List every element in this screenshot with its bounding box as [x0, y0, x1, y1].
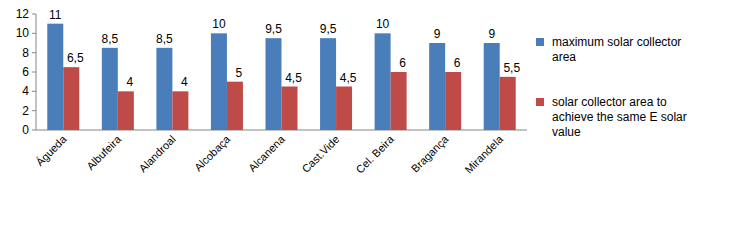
bar	[320, 38, 336, 130]
y-tick-label: 6	[22, 65, 29, 79]
x-tick-label: Cel. Beira	[353, 132, 396, 175]
legend-line: value	[552, 125, 581, 139]
legend-label: solar collector area toachieve the same …	[552, 95, 687, 139]
y-tick-label: 0	[22, 123, 29, 137]
bar	[391, 72, 407, 130]
data-label: 6,5	[67, 51, 84, 65]
y-tick	[32, 14, 36, 15]
bar	[484, 43, 500, 130]
x-tick-label: Cast.Vide	[299, 133, 341, 175]
bar	[336, 87, 352, 131]
x-tick-label: Águeda	[33, 132, 69, 168]
data-label: 5,5	[503, 61, 520, 75]
bar	[227, 82, 243, 130]
y-tick-label: 4	[22, 84, 29, 98]
bar	[211, 33, 227, 130]
bar	[63, 67, 79, 130]
bar	[282, 87, 298, 131]
legend-swatch	[536, 98, 544, 106]
x-tick-label: Mirandela	[462, 132, 505, 175]
data-label: 9,5	[265, 22, 282, 36]
data-label: 4	[126, 75, 133, 89]
data-label: 8,5	[101, 32, 118, 46]
data-label: 4,5	[340, 71, 357, 85]
bar	[156, 48, 172, 130]
bar	[375, 33, 391, 130]
bar	[47, 24, 63, 130]
legend-line: area	[552, 50, 576, 64]
y-tick-label: 8	[22, 46, 29, 60]
data-label: 9,5	[320, 22, 337, 36]
legend-line: maximum solar collector	[552, 35, 681, 49]
data-label: 8,5	[156, 32, 173, 46]
y-tick	[32, 110, 36, 111]
y-tick	[32, 52, 36, 53]
bar	[118, 91, 134, 130]
y-tick-label: 2	[22, 104, 29, 118]
x-tick-label: Alandroal	[136, 133, 177, 174]
legend-label: maximum solar collectorarea	[552, 35, 681, 64]
legend-swatch	[536, 38, 544, 46]
data-label: 5	[236, 66, 243, 80]
bar	[172, 91, 188, 130]
x-tick-label: Alcanena	[246, 132, 288, 174]
data-label: 10	[212, 17, 226, 31]
y-tick	[32, 33, 36, 34]
bar	[266, 38, 282, 130]
chart-container: 0 2 4 6 8 10 12 11 6,5 Águeda 8,5 4 Albufeira 8,5 4 Ala…	[0, 0, 741, 225]
data-label: 6	[399, 56, 406, 70]
data-label: 9	[434, 27, 441, 41]
data-label: 9	[488, 27, 495, 41]
x-tick-label: Bragança	[409, 132, 451, 174]
legend-line: achieve the same E solar	[552, 110, 687, 124]
x-tick-label: Alcobaça	[192, 132, 233, 173]
bars	[47, 24, 515, 130]
legend-line: solar collector area to	[552, 95, 667, 109]
data-label: 4	[181, 75, 188, 89]
y-tick	[32, 91, 36, 92]
bar	[445, 72, 461, 130]
bar	[429, 43, 445, 130]
y-tick-label: 10	[16, 26, 30, 40]
data-label: 4,5	[285, 71, 302, 85]
bar	[500, 77, 516, 130]
data-label: 6	[454, 56, 461, 70]
x-tick-label: Albufeira	[84, 132, 124, 172]
y-tick	[32, 130, 36, 131]
y-tick	[32, 72, 36, 73]
data-label: 11	[49, 8, 62, 22]
y-tick-label: 12	[16, 7, 30, 21]
data-label: 10	[376, 17, 390, 31]
bar	[102, 48, 118, 130]
chart-svg: 0 2 4 6 8 10 12 11 6,5 Águeda 8,5 4 Albufeira 8,5 4 Ala…	[0, 0, 741, 225]
